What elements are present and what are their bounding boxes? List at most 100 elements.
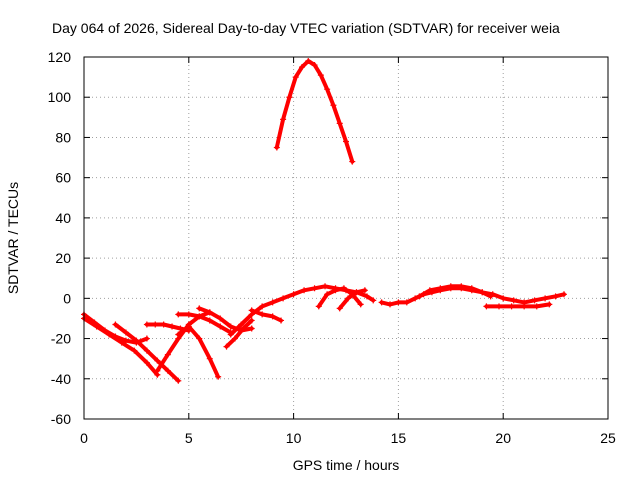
data-point [185, 323, 192, 330]
data-point [164, 367, 171, 374]
data-point [552, 293, 559, 300]
data-point [217, 323, 224, 330]
data-point [353, 289, 360, 296]
data-point [240, 325, 247, 332]
data-point [131, 347, 138, 354]
data-point [259, 311, 266, 318]
series-trace [176, 324, 221, 379]
y-tick-label: 20 [55, 250, 71, 266]
x-tick-label: 25 [600, 430, 616, 446]
data-point [154, 367, 161, 374]
data-point [468, 285, 475, 292]
data-point [298, 64, 305, 71]
data-point [437, 285, 444, 292]
data-point [363, 293, 370, 300]
data-point [169, 323, 176, 330]
series-arc-17 [483, 301, 553, 310]
data-point [315, 303, 322, 310]
data-point [301, 287, 308, 294]
data-point [143, 347, 150, 354]
y-axis-label: SDTVAR / TECUs [5, 182, 21, 294]
data-point [343, 138, 349, 145]
data-point [215, 373, 222, 380]
data-point [292, 74, 299, 81]
plot-frame [83, 56, 609, 420]
data-point [317, 72, 324, 79]
data-point [175, 311, 182, 318]
data-point [143, 321, 150, 328]
data-point [122, 337, 129, 344]
data-point [546, 301, 553, 308]
data-point [311, 62, 318, 69]
data-point [349, 158, 356, 165]
data-point [416, 293, 423, 300]
data-point [336, 305, 343, 312]
data-point [196, 335, 203, 342]
y-tick-label: 40 [55, 210, 71, 226]
grid [84, 57, 608, 419]
data-point [106, 331, 113, 338]
data-point [143, 335, 150, 342]
data-point [500, 295, 507, 302]
axis-ticks: 0 5 10 15 20 25 -60 -40 -20 0 20 40 60 80 100 120 [48, 49, 616, 446]
x-tick-label: 5 [185, 430, 193, 446]
data-point [387, 301, 394, 308]
data-point [273, 144, 280, 151]
data-point [305, 58, 312, 65]
data-point [196, 313, 203, 320]
x-axis-label: GPS time / hours [293, 457, 400, 473]
data-point [290, 291, 297, 298]
data-point [143, 359, 150, 366]
data-point [311, 285, 318, 292]
data-point [496, 303, 503, 310]
series-trace [224, 318, 254, 349]
series-arc-7 [175, 323, 222, 380]
data-series [81, 58, 567, 384]
data-point [542, 295, 549, 302]
data-point [269, 299, 276, 306]
data-point [324, 86, 331, 93]
data-point [483, 303, 490, 310]
chart-title: Day 064 of 2026, Sidereal Day-to-day VTE… [52, 20, 560, 36]
data-point [133, 337, 140, 344]
data-point [238, 321, 245, 328]
data-point [259, 303, 266, 310]
data-point [508, 303, 515, 310]
data-point [479, 289, 486, 296]
data-point [206, 355, 213, 362]
data-point [340, 285, 347, 292]
data-point [533, 303, 540, 310]
data-point [395, 299, 402, 306]
data-point [154, 357, 161, 364]
data-point [330, 102, 337, 109]
data-point [531, 297, 538, 304]
x-tick-label: 20 [495, 430, 511, 446]
data-point [332, 287, 339, 294]
data-point [160, 321, 167, 328]
data-point [357, 301, 364, 308]
data-point [286, 94, 293, 101]
data-point [403, 299, 410, 306]
y-tick-label: -40 [51, 371, 71, 387]
data-point [426, 287, 433, 294]
data-point [324, 291, 331, 298]
data-point [196, 305, 203, 312]
data-point [231, 335, 238, 342]
data-point [280, 295, 287, 302]
data-point [152, 321, 159, 328]
series-arc-11 [248, 307, 285, 324]
data-point [248, 307, 255, 314]
series-trace [249, 308, 283, 323]
data-point [248, 317, 255, 324]
series-arc-12 [273, 58, 356, 165]
data-point [278, 317, 285, 324]
data-point [510, 297, 517, 304]
data-point [458, 283, 465, 290]
data-point [280, 116, 287, 123]
data-point [248, 325, 255, 332]
series-trace [484, 302, 552, 309]
data-point [269, 313, 276, 320]
x-tick-label: 10 [286, 430, 302, 446]
x-tick-label: 15 [391, 430, 407, 446]
